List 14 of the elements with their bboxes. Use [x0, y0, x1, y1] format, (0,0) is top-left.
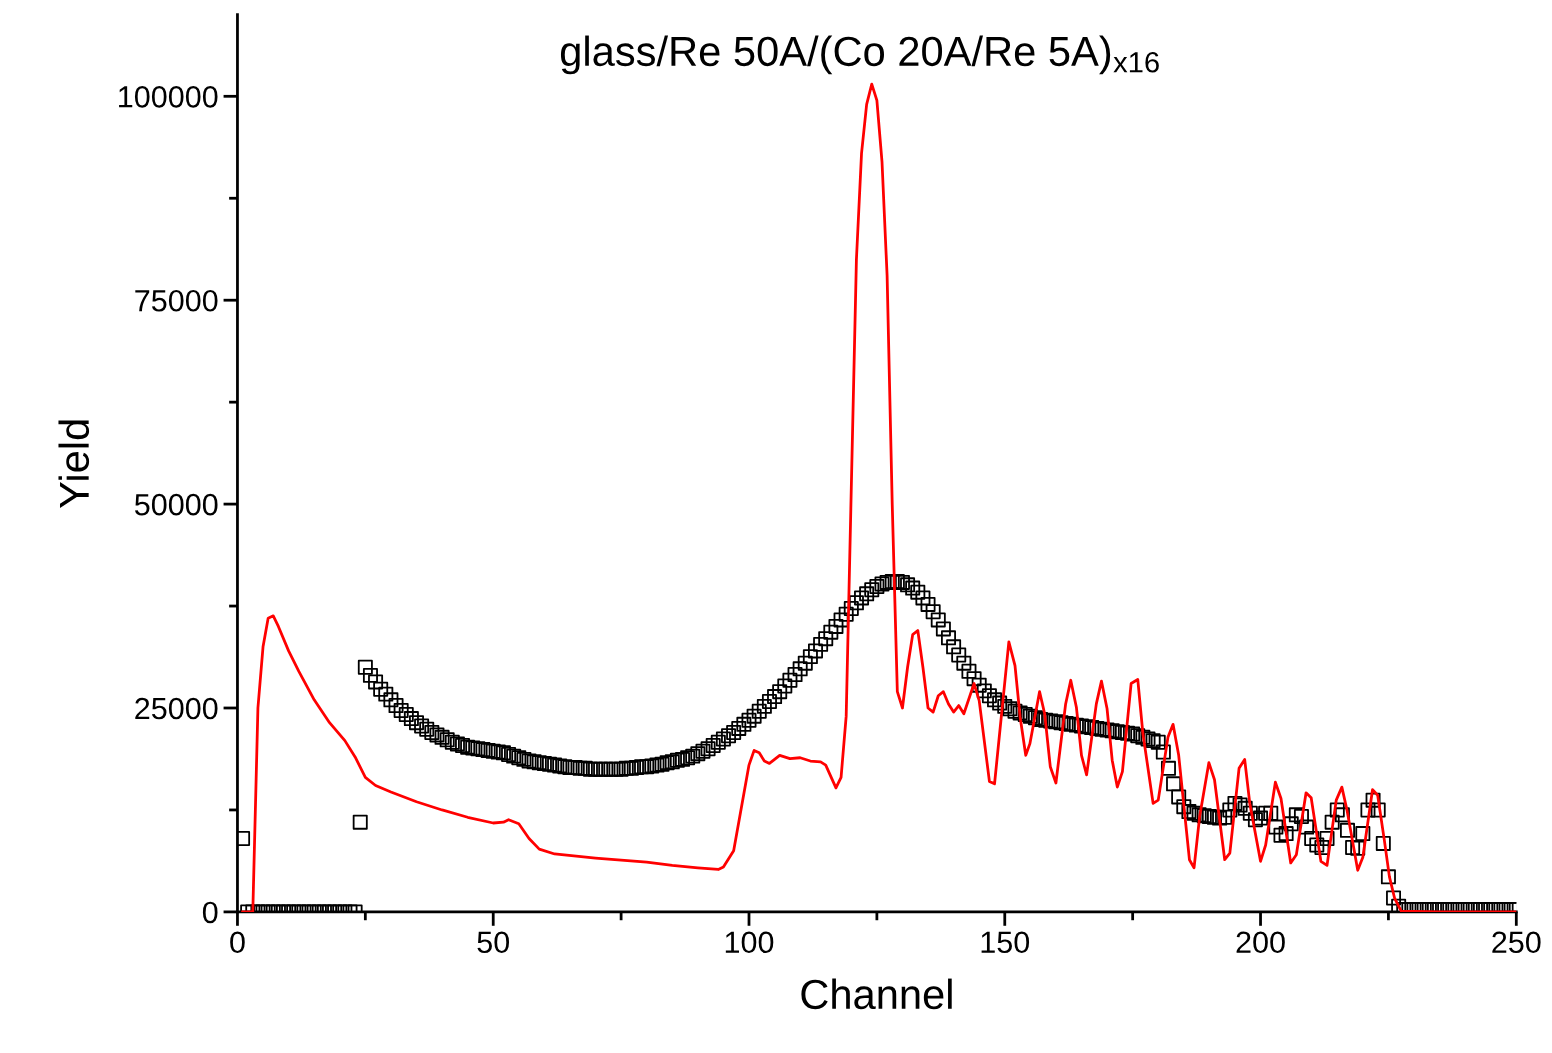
y-tick-label: 75000: [135, 289, 218, 312]
x-tick-label: 250: [1492, 931, 1541, 954]
x-tick-label: 100: [725, 931, 774, 954]
x-tick-label: 150: [981, 931, 1030, 954]
x-tick-label: 0: [230, 931, 245, 954]
x-tick-label: 200: [1236, 931, 1285, 954]
y-tick-label: 25000: [135, 697, 218, 720]
y-tick-label: 100000: [119, 86, 218, 108]
x-tick-label: 50: [477, 931, 510, 954]
y-tick-label: 0: [202, 901, 218, 924]
y-axis-title: Yield: [58, 420, 90, 508]
y-tick-label: 50000: [134, 493, 218, 516]
chart-title: glass/Re 50A/(Co 20A/Re 5A)$_{x16}$: [560, 35, 1159, 75]
x-axis-title: Channel: [801, 978, 952, 1010]
